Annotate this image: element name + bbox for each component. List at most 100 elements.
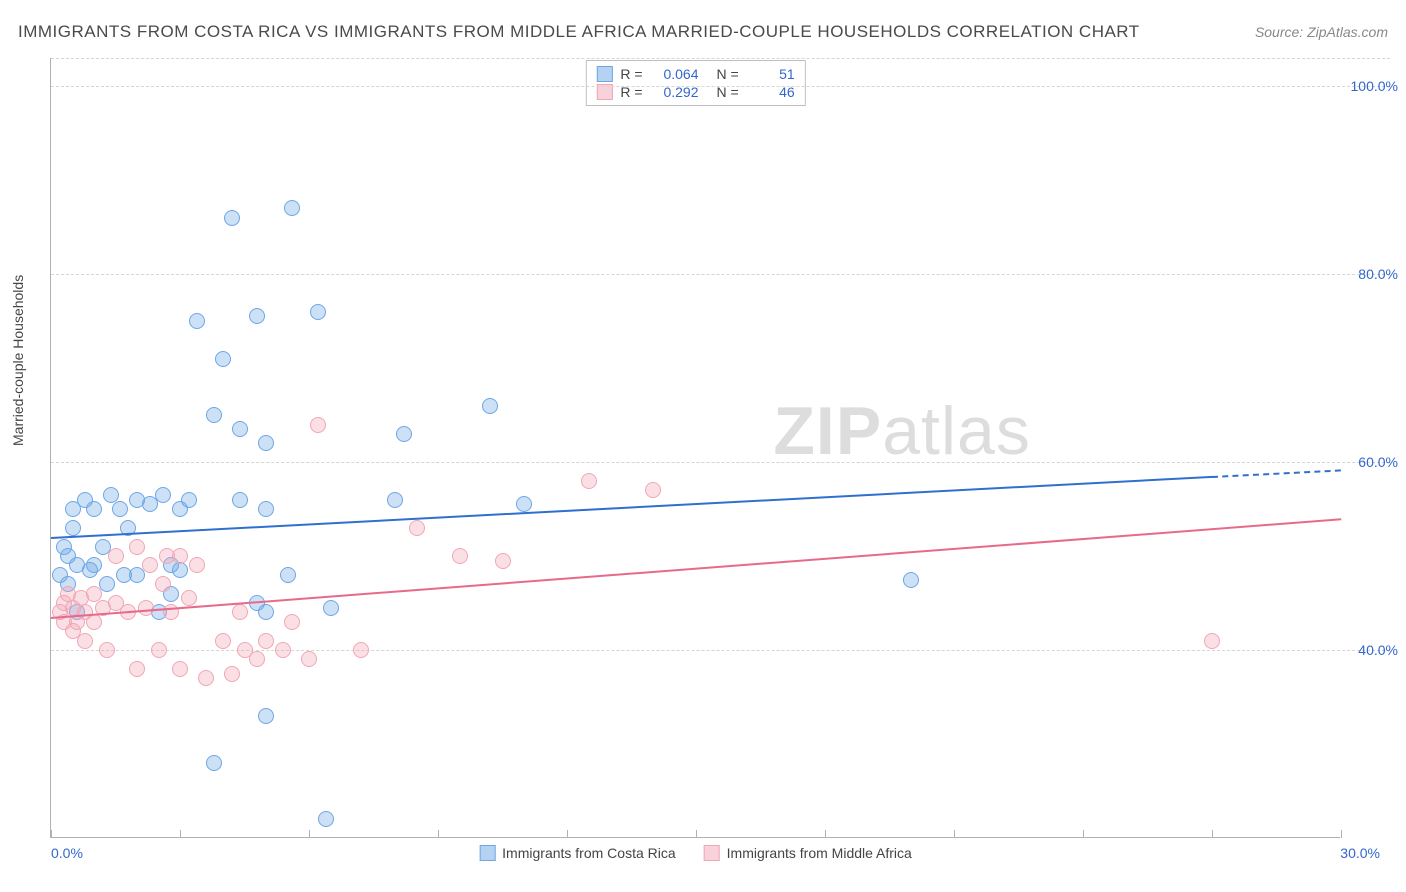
data-point	[108, 548, 124, 564]
gridline	[51, 58, 1390, 59]
data-point	[409, 520, 425, 536]
x-tick	[1212, 830, 1213, 838]
data-point	[482, 398, 498, 414]
data-point	[138, 600, 154, 616]
legend-label: Immigrants from Middle Africa	[727, 845, 912, 861]
data-point	[353, 642, 369, 658]
data-point	[258, 708, 274, 724]
data-point	[280, 567, 296, 583]
stats-legend: R =0.064N =51R =0.292N =46	[585, 60, 805, 106]
data-point	[258, 633, 274, 649]
plot-area: ZIPatlas R =0.064N =51R =0.292N =46 0.0%…	[50, 58, 1340, 838]
data-point	[86, 501, 102, 517]
data-point	[181, 492, 197, 508]
gridline	[51, 274, 1390, 275]
legend-label: Immigrants from Costa Rica	[502, 845, 675, 861]
x-tick	[309, 830, 310, 838]
data-point	[181, 590, 197, 606]
data-point	[232, 604, 248, 620]
x-tick	[180, 830, 181, 838]
data-point	[129, 661, 145, 677]
data-point	[77, 633, 93, 649]
chart-title: IMMIGRANTS FROM COSTA RICA VS IMMIGRANTS…	[18, 22, 1140, 42]
gridline	[51, 86, 1390, 87]
data-point	[232, 492, 248, 508]
regression-line	[51, 476, 1212, 539]
data-point	[516, 496, 532, 512]
data-point	[86, 614, 102, 630]
data-point	[172, 548, 188, 564]
data-point	[172, 562, 188, 578]
data-point	[151, 642, 167, 658]
data-point	[495, 553, 511, 569]
data-point	[318, 811, 334, 827]
data-point	[581, 473, 597, 489]
data-point	[189, 557, 205, 573]
x-tick	[825, 830, 826, 838]
stats-row: R = 0.064 N = 51	[596, 65, 794, 83]
data-point	[284, 200, 300, 216]
regression-line	[51, 518, 1341, 619]
legend-item: Immigrants from Costa Rica	[479, 845, 675, 861]
legend-swatch	[479, 845, 495, 861]
data-point	[310, 417, 326, 433]
data-point	[172, 661, 188, 677]
y-tick-label: 40.0%	[1358, 642, 1398, 658]
y-tick-label: 80.0%	[1358, 266, 1398, 282]
data-point	[396, 426, 412, 442]
data-point	[129, 539, 145, 555]
data-point	[258, 501, 274, 517]
x-axis-min-label: 0.0%	[51, 845, 83, 861]
n-value: 51	[747, 66, 795, 82]
watermark: ZIPatlas	[773, 392, 1030, 470]
watermark-zip: ZIP	[773, 393, 882, 469]
legend-swatch	[704, 845, 720, 861]
x-tick	[1341, 830, 1342, 838]
source-attribution: Source: ZipAtlas.com	[1255, 24, 1388, 40]
data-point	[1204, 633, 1220, 649]
data-point	[903, 572, 919, 588]
data-point	[249, 308, 265, 324]
data-point	[249, 651, 265, 667]
data-point	[155, 576, 171, 592]
data-point	[275, 642, 291, 658]
data-point	[86, 557, 102, 573]
r-label: R =	[620, 66, 642, 82]
data-point	[284, 614, 300, 630]
data-point	[323, 600, 339, 616]
data-point	[258, 604, 274, 620]
data-point	[645, 482, 661, 498]
x-axis-max-label: 30.0%	[1340, 845, 1380, 861]
data-point	[99, 642, 115, 658]
regression-line	[1212, 470, 1341, 479]
data-point	[224, 666, 240, 682]
data-point	[142, 557, 158, 573]
x-tick	[438, 830, 439, 838]
data-point	[206, 755, 222, 771]
data-point	[387, 492, 403, 508]
data-point	[258, 435, 274, 451]
data-point	[189, 313, 205, 329]
data-point	[112, 501, 128, 517]
y-tick-label: 60.0%	[1358, 454, 1398, 470]
data-point	[155, 487, 171, 503]
series-legend: Immigrants from Costa Rica Immigrants fro…	[479, 845, 912, 861]
legend-swatch	[596, 66, 612, 82]
x-tick	[696, 830, 697, 838]
data-point	[215, 351, 231, 367]
x-tick	[954, 830, 955, 838]
data-point	[452, 548, 468, 564]
data-point	[301, 651, 317, 667]
legend-item: Immigrants from Middle Africa	[704, 845, 912, 861]
data-point	[215, 633, 231, 649]
data-point	[198, 670, 214, 686]
y-tick-label: 100.0%	[1351, 78, 1398, 94]
data-point	[206, 407, 222, 423]
x-tick	[51, 830, 52, 838]
data-point	[232, 421, 248, 437]
y-axis-title: Married-couple Households	[10, 275, 26, 446]
r-value: 0.064	[651, 66, 699, 82]
data-point	[310, 304, 326, 320]
n-label: N =	[717, 66, 739, 82]
gridline	[51, 462, 1390, 463]
